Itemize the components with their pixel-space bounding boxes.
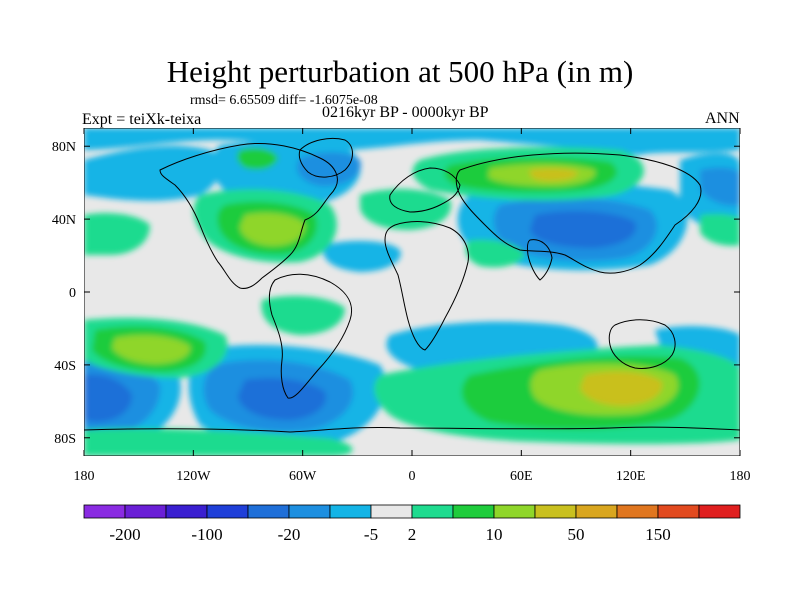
colorbar-label: 150 xyxy=(645,525,671,544)
lon-tick-label: 60E xyxy=(510,469,533,484)
lon-tick-label: 120E xyxy=(616,469,646,484)
contour-neg-5-tropical-atlantic xyxy=(323,240,401,272)
colorbar-swatch xyxy=(534,504,577,519)
colorbar-label: 10 xyxy=(486,525,503,544)
coast-south-america xyxy=(268,273,353,399)
height-field xyxy=(84,128,740,456)
map-panel xyxy=(84,128,740,456)
map-axes: 80N 40N 0 40S 80S 180 120W 60W 0 60E 120E 180 xyxy=(52,128,751,484)
period-label: 0216kyr BP - 0000kyr BP xyxy=(322,104,489,121)
contour-neg-50-south-pacific xyxy=(84,374,132,422)
contour-neg-5-north-pacific xyxy=(84,145,221,201)
colorbar-swatch xyxy=(370,504,413,519)
colorbar-swatch xyxy=(83,504,126,519)
coast-antarctica xyxy=(84,426,740,433)
chart-title: Height perturbation at 500 hPa (in m) xyxy=(166,54,634,89)
colorbar-swatch xyxy=(124,504,167,519)
coast-asia xyxy=(455,152,702,274)
colorbar-label: 2 xyxy=(408,525,417,544)
colorbar-swatch xyxy=(329,504,372,519)
lon-tick-label: 0 xyxy=(409,469,416,484)
colorbar-swatch xyxy=(247,504,290,519)
lat-tick-label: 80N xyxy=(52,140,76,155)
coast-europe xyxy=(389,167,461,213)
contour-pos-150-siberia xyxy=(529,168,578,181)
colorbar-label: -100 xyxy=(191,525,222,544)
colorbar: -200 -100 -20 -5 2 10 50 150 xyxy=(83,504,741,544)
lat-tick-label: 40N xyxy=(52,213,76,228)
contour-pos-50-south-pacific xyxy=(112,335,191,364)
contour-neg-20-hudson xyxy=(296,152,361,187)
coast-north-america xyxy=(159,142,338,289)
lat-tick-label: 0 xyxy=(69,286,76,301)
contour-pos-2-indian-ocean-north xyxy=(465,239,525,268)
contour-pos-50-east-north-america xyxy=(240,212,305,246)
contour-pos-150-south-indian xyxy=(580,371,663,406)
lon-tick-label: 180 xyxy=(74,469,95,484)
coast-greenland xyxy=(298,137,353,178)
season-label: ANN xyxy=(705,110,740,127)
lat-tick-label: 40S xyxy=(54,359,76,374)
colorbar-swatch xyxy=(657,504,700,519)
contour-neg-50-south-atlantic xyxy=(238,378,326,420)
colorbar-swatch xyxy=(165,504,208,519)
lon-tick-label: 120W xyxy=(176,469,211,484)
contour-pos-2-south-pole-band xyxy=(84,428,353,456)
colorbar-swatch xyxy=(288,504,331,519)
colorbar-label: -200 xyxy=(109,525,140,544)
colorbar-swatch xyxy=(206,504,249,519)
colorbar-swatch xyxy=(698,504,741,519)
lon-tick-label: 60W xyxy=(289,469,317,484)
contour-pos-2-east-pacific-mid xyxy=(700,213,740,246)
contour-pos-10-greenland xyxy=(237,147,278,170)
colorbar-swatch xyxy=(575,504,618,519)
lon-tick-label: 180 xyxy=(730,469,751,484)
experiment-label: Expt = teiXk-teixa xyxy=(82,111,202,128)
contour-neg-50-central-asia xyxy=(530,210,636,248)
colorbar-swatch xyxy=(411,504,454,519)
colorbar-swatch xyxy=(493,504,536,519)
colorbar-label: -5 xyxy=(364,525,378,544)
coast-australia xyxy=(608,319,676,369)
coast-africa xyxy=(384,221,469,351)
colorbar-swatch xyxy=(616,504,659,519)
colorbar-swatch xyxy=(452,504,495,519)
lat-tick-label: 80S xyxy=(54,432,76,447)
colorbar-label: -20 xyxy=(278,525,301,544)
contour-pos-2-south-atlantic-west xyxy=(261,295,345,335)
contour-neg-20-east-pacific xyxy=(700,167,740,206)
contour-pos-2-pacific-west xyxy=(84,213,150,255)
rmsd-stats: rmsd= 6.65509 diff= -1.6075e-08 xyxy=(190,93,378,108)
colorbar-label: 50 xyxy=(568,525,585,544)
coastlines xyxy=(84,137,740,433)
contour-pos-2-north-atlantic xyxy=(360,188,451,230)
coast-india xyxy=(526,239,553,281)
